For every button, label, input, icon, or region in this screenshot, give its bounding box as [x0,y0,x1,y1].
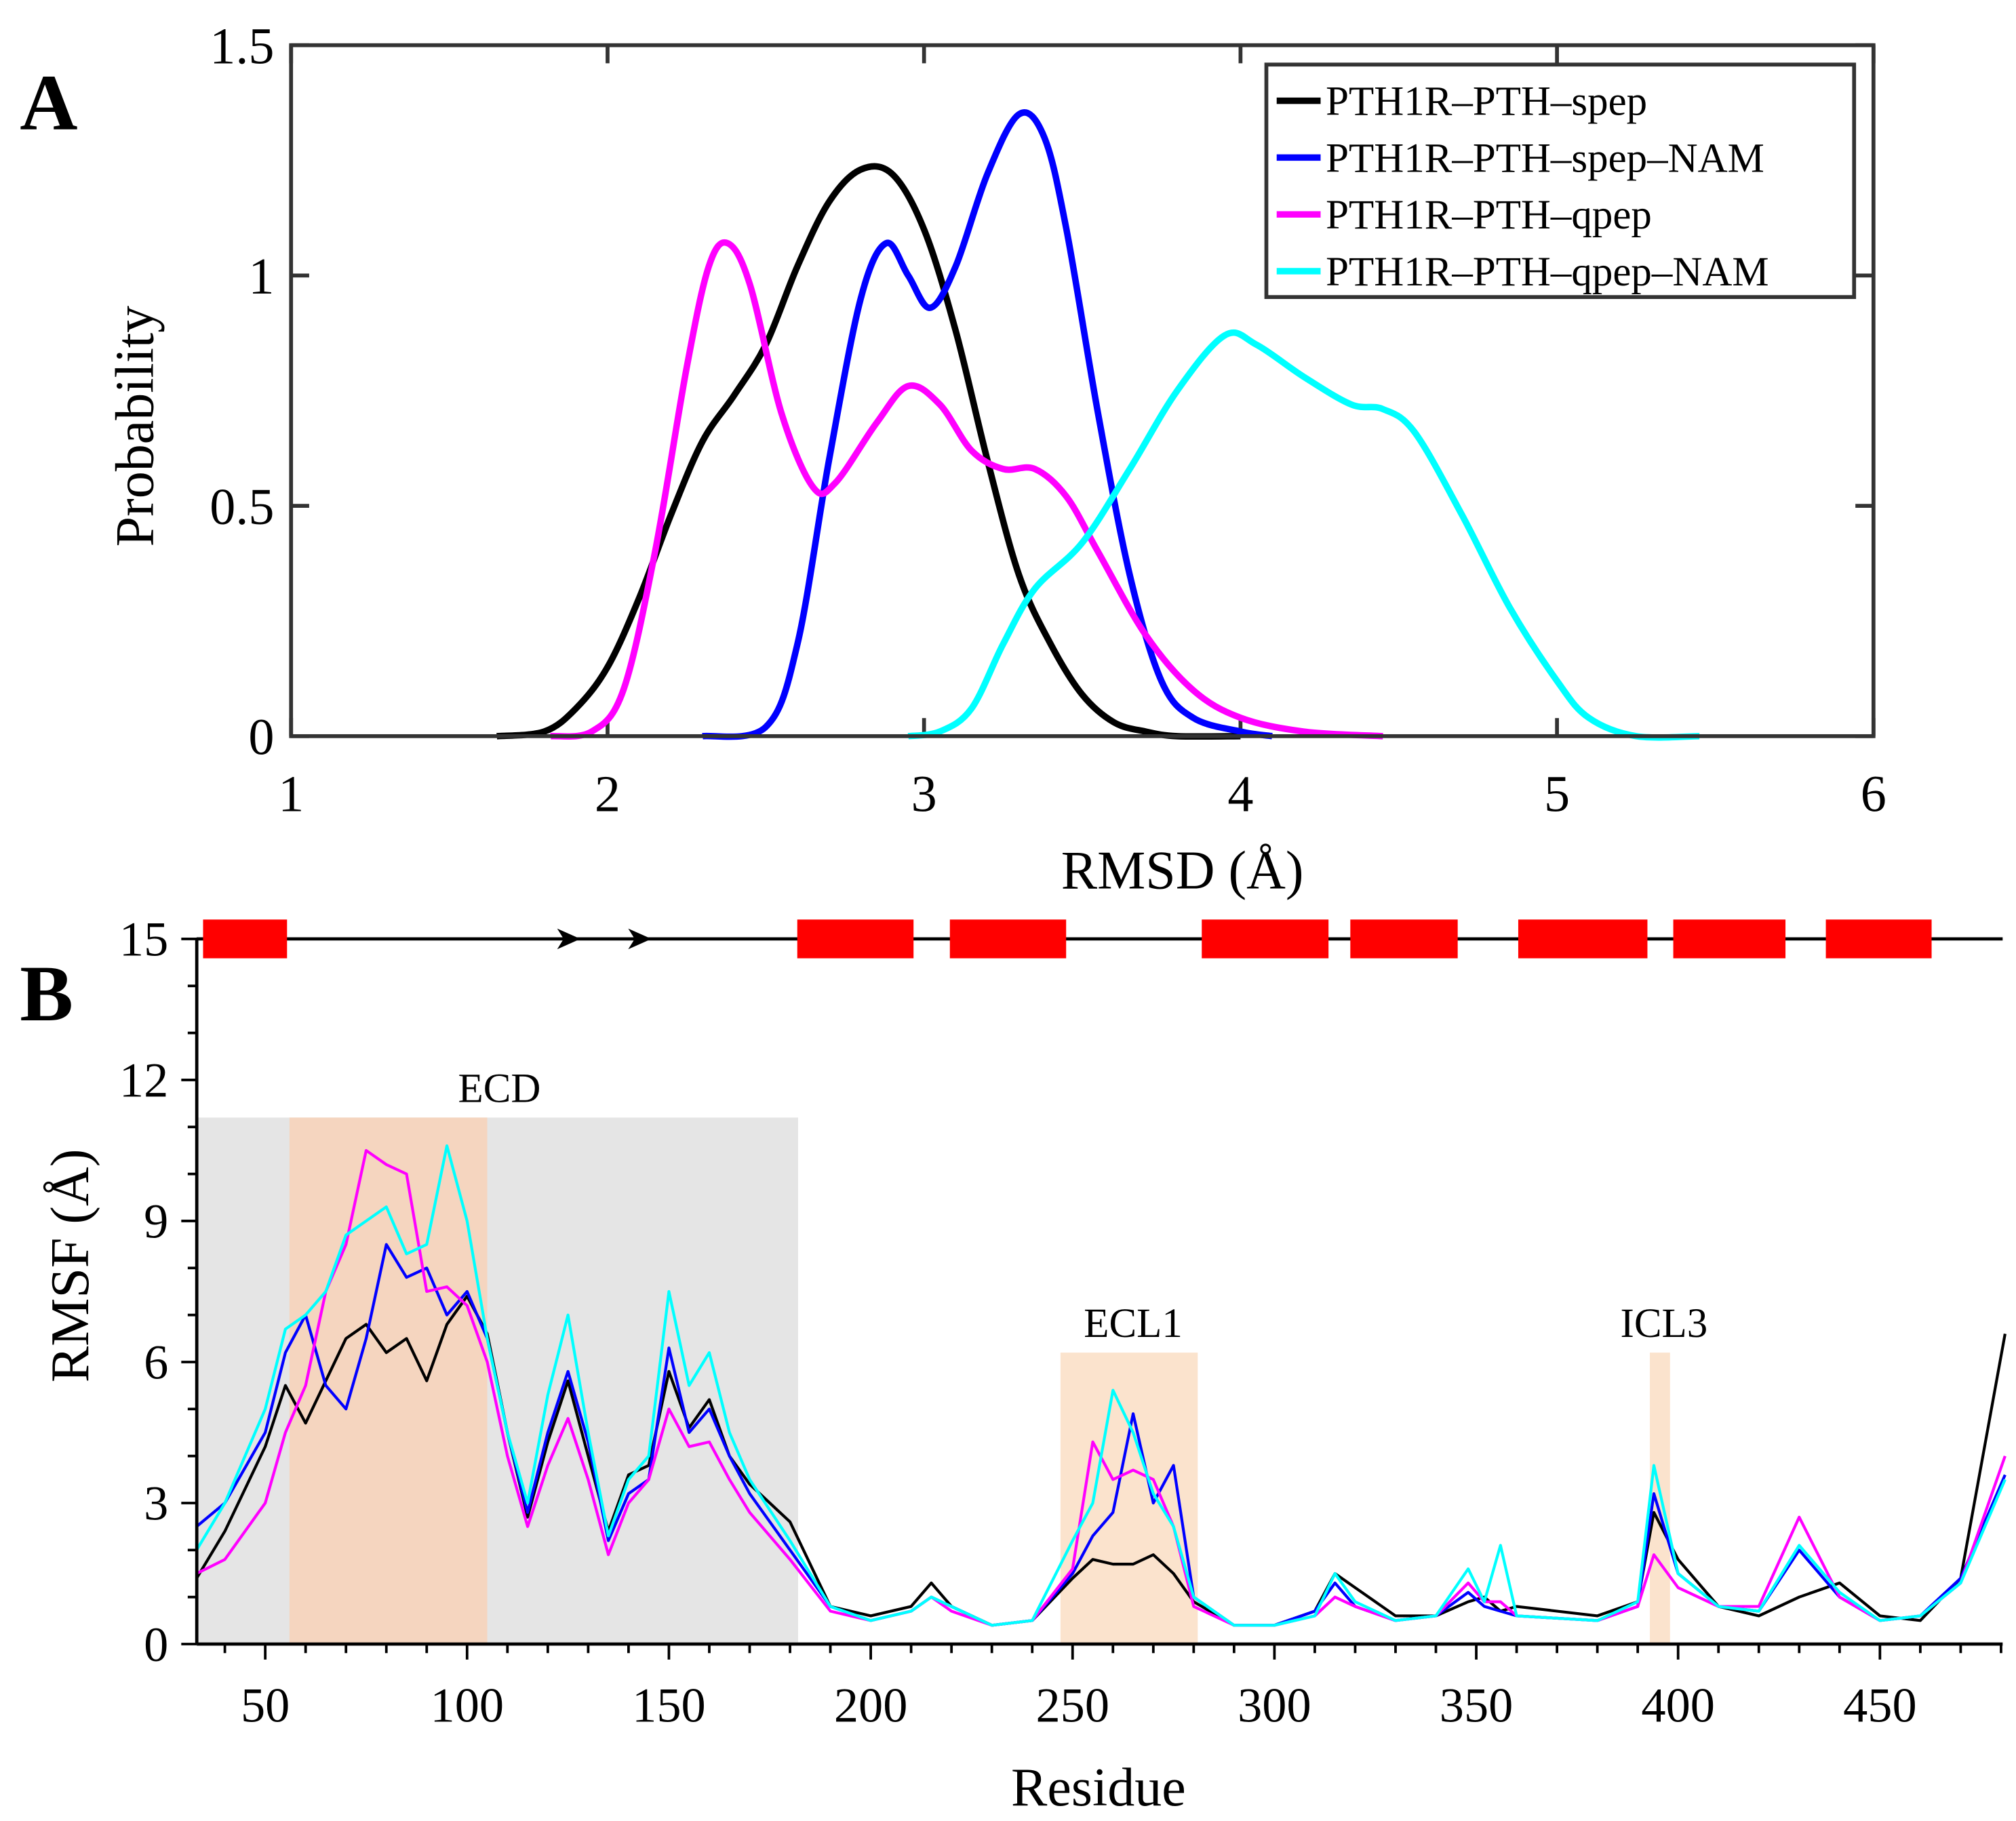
legend: PTH1R–PTH–spep PTH1R–PTH–spep–NAM PTH1R–PT… [1264,62,1857,299]
region-label-ecl1: ECL1 [1084,1301,1183,1346]
x-tick-label: 2 [595,765,620,822]
y-tick-label: 1.5 [210,18,274,75]
panel-a-xlabel: RMSD (Å) [1061,841,1304,901]
panel-a-label: A [20,58,77,146]
region-label-ecd: ECD [458,1066,540,1112]
x-tick-label: 150 [632,1678,706,1732]
x-tick-label: 250 [1035,1678,1109,1732]
y-tick-label: 0.5 [210,479,274,536]
helix-bar [1350,919,1458,959]
region-label-icl3: ICL3 [1621,1301,1708,1346]
series-line-2 [550,239,1383,740]
rmsf-line-3 [195,1144,2007,1627]
x-tick-label: 400 [1641,1678,1715,1732]
strand-arrow-icon [628,928,652,950]
strand-arrow-icon [557,928,580,950]
helix-bar [949,919,1067,959]
series-line-0 [496,163,1241,740]
x-tick-label: 350 [1440,1678,1514,1732]
x-tick-label: 4 [1227,765,1253,822]
y-tick-label: 1 [248,248,274,305]
legend-box [1264,62,1857,299]
helix-bar [1518,919,1648,959]
panel-a: A RMSD (Å) Probability 1 2 3 4 5 6 0 0.5 1 1.5 PT… [20,18,1886,900]
y-tick-label: 0 [144,1618,168,1672]
y-tick-label: 3 [144,1477,168,1531]
y-tick-label: 0 [248,708,274,765]
panel-b-ylabel: RMSF (Å) [41,1149,100,1383]
legend-label: PTH1R–PTH–qpep–NAM [1326,249,1768,295]
legend-label: PTH1R–PTH–qpep [1326,193,1652,238]
panel-b-xlabel: Residue [1011,1758,1186,1818]
y-tick-label: 9 [144,1195,168,1249]
region-ecd-core [289,1117,488,1645]
y-tick-label: 15 [119,913,168,967]
x-tick-label: 5 [1544,765,1570,822]
helix-bar [203,919,288,959]
series-line-3 [907,329,1700,741]
panel-b-label: B [20,949,73,1038]
x-tick-label: 1 [278,765,304,822]
x-tick-label: 200 [834,1678,908,1732]
helix-bar [1825,919,1932,959]
helix-bar [1202,919,1329,959]
x-tick-label: 450 [1843,1678,1917,1732]
x-tick-label: 100 [431,1678,505,1732]
x-tick-label: 3 [911,765,937,822]
helix-bar [1673,919,1786,959]
panel-a-frame [289,43,1876,738]
y-tick-label: 6 [144,1336,168,1390]
legend-label: PTH1R–PTH–spep–NAM [1326,136,1764,181]
helix-bar [797,919,914,959]
x-tick-label: 6 [1861,765,1886,822]
legend-label: PTH1R–PTH–spep [1326,79,1647,125]
panel-a-ylabel: Probability [105,306,165,547]
y-tick-label: 12 [119,1054,168,1108]
series-line-1 [702,109,1273,740]
x-tick-label: 50 [241,1678,290,1732]
x-tick-label: 300 [1238,1678,1311,1732]
